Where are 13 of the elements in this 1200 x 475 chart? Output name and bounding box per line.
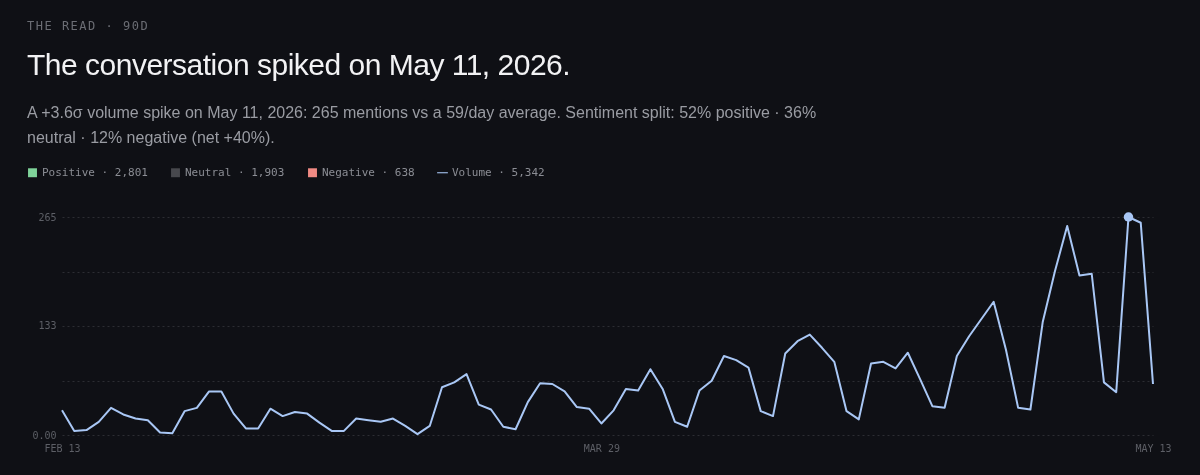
legend-label: Positive · 2,801 xyxy=(42,165,148,179)
x-tick-label: FEB 13 xyxy=(44,442,81,454)
legend-label: Negative · 638 xyxy=(322,165,415,179)
y-tick-label: 0.00 xyxy=(32,429,57,441)
legend-label: Volume · 5,342 xyxy=(452,165,545,179)
y-tick-label: 265 xyxy=(38,211,57,223)
chart-title: The conversation spiked on May 11, 2026. xyxy=(27,48,571,82)
x-tick-label: MAY 13 xyxy=(1135,442,1172,454)
y-tick-label: 133 xyxy=(38,320,57,332)
text: THE READ · 90D xyxy=(27,19,150,33)
x-tick-label: MAR 29 xyxy=(583,442,620,454)
legend-label: Neutral · 1,903 xyxy=(185,165,285,179)
chart-subtitle: A +3.6σ volume spike on May 11, 2026: 265 mentions vs a 59/day average. Sentiment split: 52% positive · 36% neutral · 12% negative (net +40%). xyxy=(27,103,817,148)
